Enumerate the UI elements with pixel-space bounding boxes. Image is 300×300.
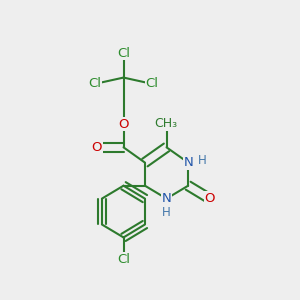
Text: N: N: [183, 156, 193, 169]
Text: CH₃: CH₃: [154, 117, 178, 130]
Text: H: H: [162, 206, 171, 219]
Text: O: O: [118, 118, 129, 131]
Text: N: N: [162, 192, 171, 205]
Text: O: O: [92, 141, 102, 154]
Text: O: O: [204, 192, 215, 205]
Text: Cl: Cl: [117, 253, 130, 266]
Text: H: H: [198, 154, 207, 167]
Text: Cl: Cl: [117, 47, 130, 60]
Text: Cl: Cl: [89, 77, 102, 90]
Text: Cl: Cl: [146, 77, 158, 90]
